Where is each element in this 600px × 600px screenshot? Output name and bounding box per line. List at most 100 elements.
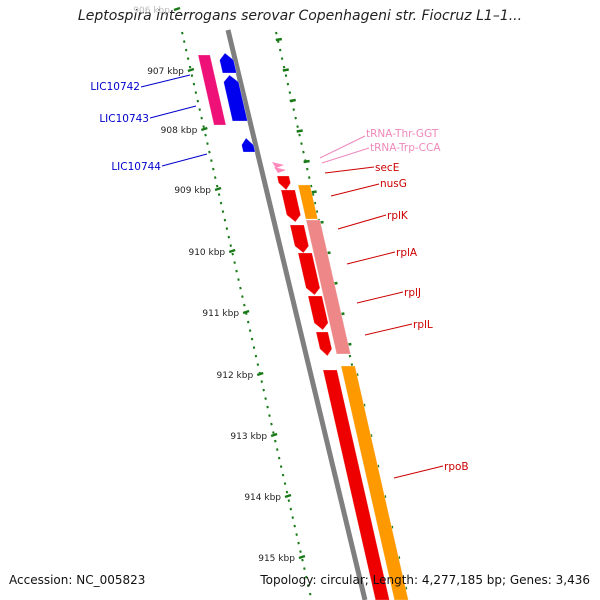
map-title: Leptospira interrogans serovar Copenhage… xyxy=(77,8,523,24)
outer-minor-tick xyxy=(300,142,303,145)
kbp-label: 907 kbp xyxy=(147,67,184,77)
kbp-label: 913 kbp xyxy=(230,432,267,442)
gene-label-rplJ[interactable]: rplJ xyxy=(404,287,421,299)
gene-rpoB-orange[interactable] xyxy=(340,365,409,600)
label-leader-line xyxy=(324,166,375,174)
inner-minor-tick xyxy=(219,201,223,205)
gene-LIC10743[interactable] xyxy=(223,74,248,122)
inner-minor-tick xyxy=(297,541,300,545)
inner-minor-tick xyxy=(246,320,250,324)
gene-label-nusG[interactable]: nusG xyxy=(380,178,407,190)
gene-label-tRNA-Thr-GGT[interactable]: tRNA-Thr-GGT xyxy=(366,128,439,140)
gene-label-LIC10742[interactable]: LIC10742 xyxy=(90,81,140,93)
backbone-group xyxy=(225,29,368,600)
backbone-line xyxy=(225,29,368,600)
inner-minor-tick xyxy=(262,388,265,392)
label-leader-line xyxy=(364,323,413,336)
gene-nusG[interactable] xyxy=(280,189,302,223)
inner-minor-tick xyxy=(192,82,196,86)
outer-minor-tick xyxy=(315,210,319,213)
gene-label-LIC10744[interactable]: LIC10744 xyxy=(111,161,161,173)
inner-minor-tick xyxy=(182,40,186,43)
outer-minor-tick xyxy=(286,82,290,86)
inner-minor-tick xyxy=(291,516,295,519)
inner-minor-tick xyxy=(248,329,252,332)
inner-minor-tick xyxy=(241,295,244,298)
gene-rpoB[interactable] xyxy=(322,369,390,600)
inner-minor-tick xyxy=(279,465,283,468)
gene-label-rplL[interactable]: rplL xyxy=(413,319,433,331)
label-leader-line xyxy=(140,74,191,88)
inner-minor-tick xyxy=(268,414,271,417)
kbp-label: 910 kbp xyxy=(188,248,225,258)
kbp-label: 914 kbp xyxy=(244,493,281,503)
inner-minor-tick xyxy=(293,524,296,528)
kbp-major-tick xyxy=(187,67,195,73)
inner-minor-tick xyxy=(289,507,293,511)
outer-minor-tick xyxy=(278,48,282,52)
outer-major-tick xyxy=(303,159,310,164)
label-leader-line xyxy=(161,153,208,167)
gene-rplA[interactable] xyxy=(297,252,321,296)
inner-minor-tick xyxy=(285,490,289,494)
trna-trp[interactable] xyxy=(274,167,286,173)
kbp-major-tick xyxy=(284,493,292,499)
inner-minor-tick xyxy=(235,269,238,273)
inner-minor-tick xyxy=(295,533,298,536)
label-leader-line xyxy=(356,291,404,304)
gene-LIC10744[interactable] xyxy=(241,137,256,153)
inner-minor-tick xyxy=(231,252,234,256)
gene-features[interactable] xyxy=(197,52,409,600)
label-leader-line xyxy=(330,183,380,197)
kbp-major-tick xyxy=(298,554,306,560)
outer-major-tick xyxy=(289,98,296,103)
operon-pink[interactable] xyxy=(305,219,351,355)
gene-rplK[interactable] xyxy=(289,224,310,254)
inner-minor-tick xyxy=(221,210,225,213)
gene-LIC10742-blue[interactable] xyxy=(219,52,237,74)
inner-minor-tick xyxy=(184,48,188,52)
outer-minor-tick xyxy=(294,116,297,120)
kbp-major-tick xyxy=(242,309,250,315)
gene-label-rpoB[interactable]: rpoB xyxy=(444,461,469,473)
gene-label-secE[interactable]: secE xyxy=(375,162,399,174)
inner-minor-tick xyxy=(196,99,200,103)
inner-minor-tick xyxy=(266,405,269,409)
topology-text: Topology: circular; Length: 4,277,185 bp… xyxy=(260,573,590,587)
inner-minor-tick xyxy=(217,193,221,196)
inner-minor-tick xyxy=(305,575,308,579)
gene-label-rplA[interactable]: rplA xyxy=(396,247,418,259)
gene-rplL[interactable] xyxy=(315,331,333,357)
gene-secE[interactable] xyxy=(276,175,291,191)
gene-label-rplK[interactable]: rplK xyxy=(387,210,409,222)
inner-minor-tick xyxy=(299,550,302,553)
outer-minor-tick xyxy=(296,125,299,128)
gene-labels[interactable]: LIC10742 LIC10743 LIC10744 tRNA-Thr-GGT tRNA… xyxy=(90,74,469,479)
inner-minor-tick xyxy=(260,380,264,383)
inner-minor-tick xyxy=(229,244,233,247)
kbp-major-tick xyxy=(270,432,278,438)
trna-thr[interactable] xyxy=(272,162,284,168)
kbp-major-tick xyxy=(200,126,208,132)
outer-minor-tick xyxy=(306,167,309,171)
inner-minor-tick xyxy=(301,558,304,562)
inner-minor-tick xyxy=(223,218,227,222)
inner-minor-tick xyxy=(186,57,190,60)
label-leader-line xyxy=(149,105,197,119)
gene-LIC10742[interactable] xyxy=(197,54,227,126)
gene-rplJ[interactable] xyxy=(307,295,329,331)
inner-minor-tick xyxy=(254,354,258,358)
gene-label-tRNA-Trp-CCA[interactable]: tRNA-Trp-CCA xyxy=(370,142,441,154)
label-leader-line xyxy=(393,465,444,479)
outer-minor-tick xyxy=(311,193,315,196)
outer-minor-tick xyxy=(288,91,292,94)
label-leader-line xyxy=(321,147,370,164)
kbp-major-tick xyxy=(173,6,181,12)
outer-minor-tick xyxy=(302,150,305,154)
kbp-major-tick xyxy=(256,371,264,377)
inner-minor-tick xyxy=(190,74,194,77)
inner-minor-tick xyxy=(308,592,312,596)
operon-orange-1[interactable] xyxy=(297,184,319,220)
gene-label-LIC10743[interactable]: LIC10743 xyxy=(99,113,149,125)
